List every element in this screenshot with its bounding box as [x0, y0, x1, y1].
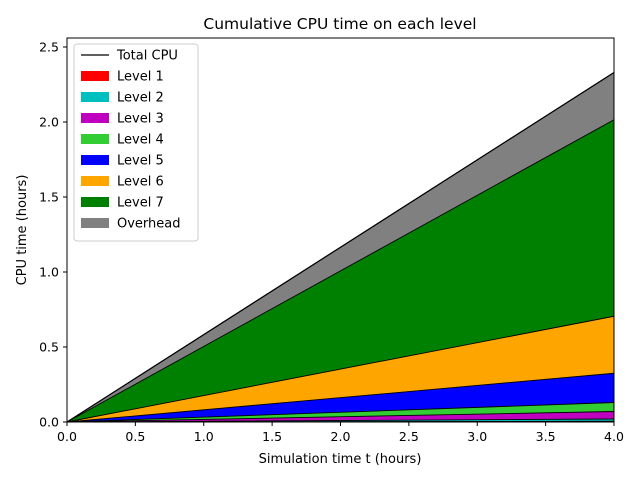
area-edge-level-7: [66, 119, 615, 423]
legend-label-level-3: Level 3: [117, 112, 164, 127]
legend: Total CPU Level 1 Level 2 Level 3 Level 4 Lev…: [73, 43, 199, 242]
legend-swatch-level-2: [81, 92, 109, 102]
y-tick-label: 0.0: [39, 415, 59, 430]
x-axis: 0.0 0.5 1.0 1.5 2.0 2.5 3.0 3.5 4.0: [57, 422, 624, 444]
x-tick-label: 0.0: [57, 429, 77, 444]
y-tick-label: 2.0: [39, 115, 59, 130]
legend-swatch-level-7: [81, 197, 109, 207]
legend-swatch-level-6: [81, 176, 109, 186]
legend-swatch-level-4: [81, 134, 109, 144]
area-edge-level-5: [66, 372, 615, 423]
legend-label-level-5: Level 5: [117, 154, 164, 169]
area-edge-level-6: [66, 315, 615, 423]
x-tick-label: 1.5: [262, 429, 282, 444]
legend-label-total-cpu: Total CPU: [116, 49, 178, 64]
legend-label-level-7: Level 7: [117, 196, 164, 211]
x-tick-label: 4.0: [604, 429, 624, 444]
y-tick-label: 2.5: [39, 40, 59, 55]
area-edge-level-4: [66, 402, 615, 423]
x-axis-label: Simulation time t (hours): [259, 452, 422, 467]
legend-swatch-overhead: [81, 218, 109, 228]
legend-swatch-level-1: [81, 71, 109, 81]
line-total-cpu: [66, 71, 615, 423]
x-tick-label: 3.5: [536, 429, 556, 444]
legend-swatch-level-5: [81, 155, 109, 165]
y-axis: 0.0 0.5 1.0 1.5 2.0 2.5: [39, 40, 67, 430]
y-tick-label: 1.0: [39, 265, 59, 280]
chart-title: Cumulative CPU time on each level: [203, 15, 476, 33]
legend-label-overhead: Overhead: [117, 217, 181, 232]
legend-swatch-level-3: [81, 113, 109, 123]
legend-label-level-2: Level 2: [117, 91, 164, 106]
y-axis-label: CPU time (hours): [15, 175, 30, 286]
y-tick-label: 0.5: [39, 340, 59, 355]
legend-label-level-4: Level 4: [117, 133, 164, 148]
area-edge-level-3: [66, 411, 615, 423]
x-tick-label: 3.0: [467, 429, 487, 444]
x-tick-label: 2.0: [331, 429, 351, 444]
legend-label-level-1: Level 1: [117, 70, 164, 85]
x-tick-label: 2.5: [399, 429, 419, 444]
y-tick-label: 1.5: [39, 190, 59, 205]
x-tick-label: 0.5: [125, 429, 145, 444]
legend-label-level-6: Level 6: [117, 175, 164, 190]
x-tick-label: 1.0: [194, 429, 214, 444]
